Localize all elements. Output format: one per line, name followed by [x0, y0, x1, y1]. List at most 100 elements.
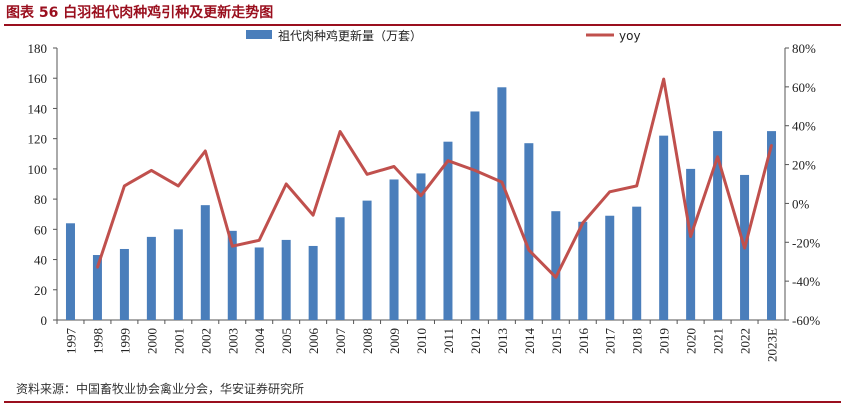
x-tick-label: 2022 [738, 328, 753, 354]
x-tick-label: 2019 [657, 328, 672, 354]
x-tick-label: 2016 [576, 328, 591, 355]
yoy-point-2018 [635, 184, 638, 188]
footer-line [4, 401, 841, 403]
tick-labels: 0 20 40 60 80 100 120 140 160 180 -60% -40% -20% 0% 20… [28, 41, 821, 362]
y-right-tick-label: 60% [792, 80, 816, 95]
yoy-point-2013 [500, 180, 504, 184]
x-tick-label: 2013 [495, 328, 510, 354]
figure-title: 图表 56 白羽祖代肉种鸡引种及更新走势图 [6, 5, 274, 21]
bar-2018 [632, 206, 642, 320]
y-right-tick-label: 0% [792, 196, 810, 211]
source-note: 资料来源：中国畜牧业协会禽业分会，华安证券研究所 [16, 382, 305, 396]
yoy-point-2023E [770, 143, 773, 147]
bar-2002 [200, 205, 210, 320]
bar-2023E [767, 131, 777, 320]
bar-2007 [335, 217, 345, 320]
y-left-tick-label: 0 [41, 313, 48, 328]
yoy-point-2001 [177, 184, 180, 188]
yoy-point-1999 [123, 184, 126, 188]
yoy-point-2021 [716, 155, 719, 158]
x-tick-label: 2012 [468, 328, 483, 354]
x-tick-label: 1999 [117, 328, 132, 354]
x-tick-label: 2023E [765, 328, 780, 362]
bar-2016 [578, 221, 588, 320]
y-left-tick-label: 40 [34, 253, 47, 268]
x-tick-label: 2007 [333, 328, 348, 355]
yoy-point-2009 [392, 165, 396, 168]
yoy-point-2022 [743, 246, 746, 250]
bar-2010 [416, 173, 426, 320]
bars [65, 87, 777, 321]
y-left-tick-label: 160 [28, 71, 48, 86]
y-right-tick-label: 80% [792, 41, 816, 56]
bar-2009 [389, 179, 399, 320]
y-right-tick-label: -60% [792, 313, 820, 328]
yoy-point-2019 [662, 77, 665, 81]
yoy-point-1998 [96, 266, 99, 269]
yoy-point-2016 [581, 221, 584, 225]
bar-2011 [443, 141, 453, 320]
yoy-point-2004 [258, 239, 261, 242]
x-tick-label: 2002 [198, 328, 213, 354]
bar-2015 [551, 211, 561, 320]
y-right-tick-label: -20% [792, 235, 820, 250]
bar-2014 [524, 143, 534, 320]
yoy-point-2000 [150, 169, 153, 172]
bar-1998 [92, 255, 102, 320]
yoy-point-2010 [419, 194, 423, 197]
yoy-point-2008 [365, 173, 369, 176]
x-tick-label: 2000 [144, 328, 159, 354]
bar-2004 [254, 247, 264, 320]
y-left-tick-label: 140 [28, 101, 48, 116]
legend-bar-label: 祖代肉种鸡更新量（万套） [278, 28, 422, 43]
x-tick-label: 1998 [90, 328, 105, 354]
yoy-point-2017 [608, 190, 611, 193]
bar-2012 [470, 111, 480, 320]
bar-1997 [65, 223, 75, 320]
yoy-point-2011 [446, 159, 450, 162]
x-tick-label: 2003 [225, 328, 240, 354]
bar-2008 [362, 200, 372, 320]
yoy-point-2012 [473, 169, 477, 172]
yoy-point-2007 [338, 130, 342, 133]
x-tick-label: 2011 [441, 328, 456, 354]
x-tick-label: 2021 [711, 328, 726, 354]
x-tick-label: 2010 [414, 328, 429, 354]
yoy-point-2020 [689, 235, 692, 238]
y-right-tick-label: -40% [792, 274, 820, 289]
x-tick-label: 2004 [252, 328, 267, 355]
bar-2019 [659, 135, 669, 320]
x-tick-label: 2018 [630, 328, 645, 354]
legend-line-label: yoy [619, 29, 641, 43]
yoy-line [95, 77, 773, 279]
y-right-tick-label: 40% [792, 119, 816, 134]
x-tick-label: 1997 [63, 328, 78, 355]
bar-2005 [281, 239, 291, 320]
x-tick-label: 2014 [522, 328, 537, 355]
yoy-point-2006 [311, 213, 315, 217]
yoy-line-path [95, 77, 773, 279]
x-tick-label: 2001 [171, 328, 186, 354]
yoy-point-2014 [527, 248, 531, 252]
y-left-tick-label: 100 [28, 162, 48, 177]
bar-2006 [308, 245, 318, 320]
y-right-tick-label: 20% [792, 158, 816, 173]
x-tick-label: 2015 [549, 328, 564, 354]
yoy-point-2005 [284, 182, 288, 186]
yoy-point-2015 [554, 276, 558, 279]
x-tick-label: 2009 [387, 328, 402, 354]
y-left-tick-label: 120 [28, 132, 48, 147]
x-tick-label: 2008 [360, 328, 375, 354]
yoy-point-2002 [204, 149, 207, 153]
y-left-tick-label: 20 [34, 283, 47, 298]
bar-2001 [173, 229, 183, 320]
x-tick-label: 2020 [684, 328, 699, 354]
x-tick-label: 2006 [306, 328, 321, 355]
x-tick-label: 2017 [603, 328, 618, 355]
legend: 祖代肉种鸡更新量（万套） yoy [246, 28, 641, 43]
bar-2013 [497, 87, 507, 321]
bar-2000 [146, 236, 156, 320]
bar-1999 [119, 248, 129, 320]
y-left-tick-label: 60 [34, 222, 47, 237]
